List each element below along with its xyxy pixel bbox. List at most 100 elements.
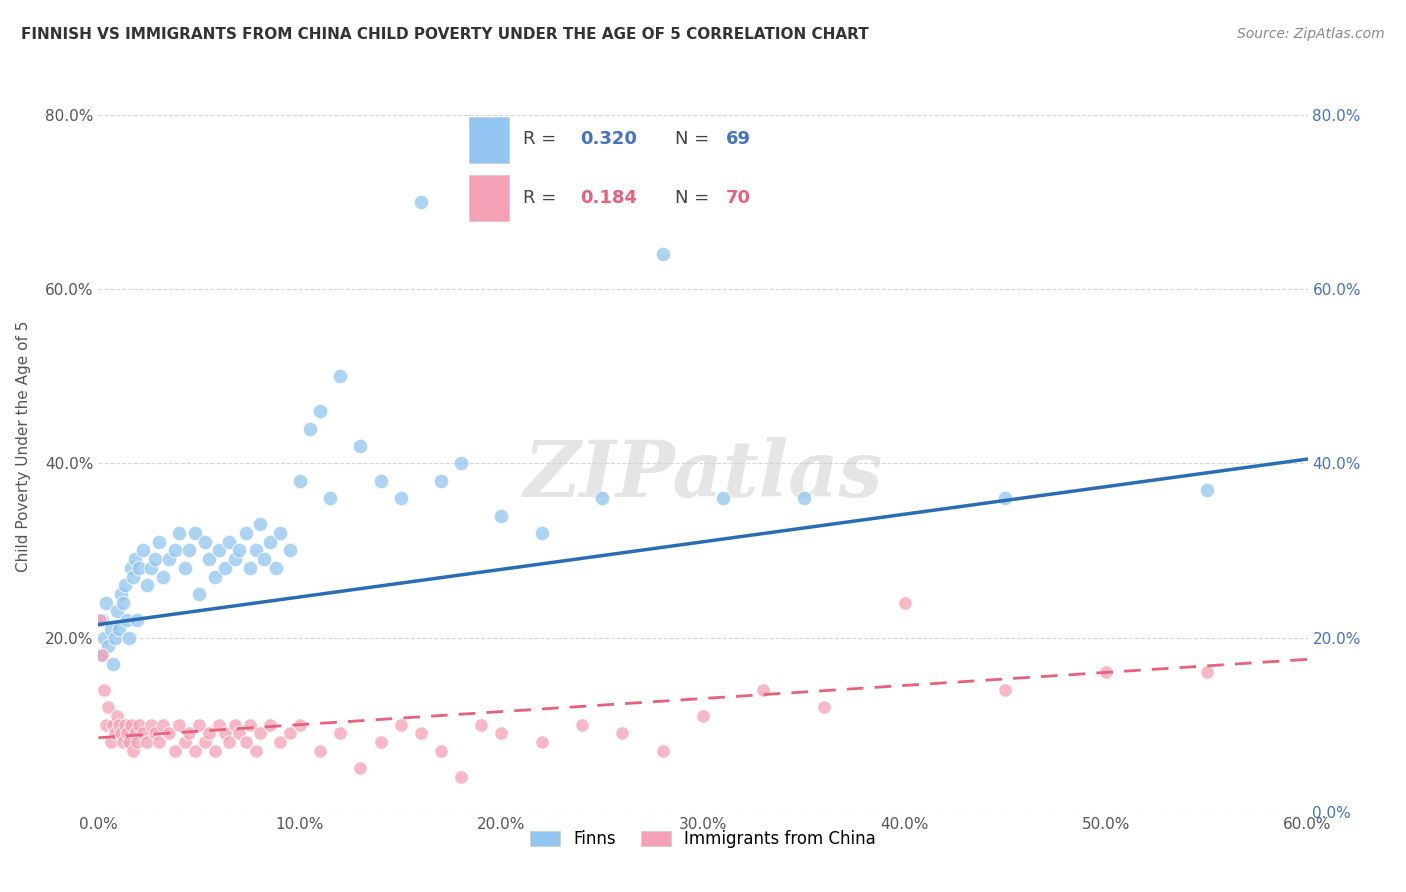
Point bbox=[125, 613, 148, 627]
Point bbox=[228, 543, 250, 558]
Point bbox=[491, 726, 513, 740]
Point bbox=[470, 717, 492, 731]
Point bbox=[148, 534, 170, 549]
Point bbox=[245, 543, 267, 558]
Point bbox=[235, 526, 257, 541]
Point bbox=[409, 726, 432, 740]
Point bbox=[89, 648, 111, 662]
Point bbox=[167, 717, 190, 731]
Point bbox=[152, 717, 174, 731]
Point bbox=[91, 648, 114, 662]
Point bbox=[93, 631, 115, 645]
Point bbox=[893, 596, 915, 610]
Point bbox=[101, 657, 124, 671]
Point bbox=[389, 717, 412, 731]
Point bbox=[163, 543, 186, 558]
Point bbox=[249, 726, 271, 740]
Point bbox=[139, 717, 162, 731]
Point bbox=[235, 735, 257, 749]
Text: Source: ZipAtlas.com: Source: ZipAtlas.com bbox=[1237, 27, 1385, 41]
Point bbox=[430, 744, 453, 758]
Point bbox=[97, 700, 120, 714]
Point bbox=[204, 569, 226, 583]
Point bbox=[100, 622, 122, 636]
Point bbox=[143, 552, 166, 566]
Point bbox=[228, 726, 250, 740]
Point bbox=[96, 596, 118, 610]
Point bbox=[651, 744, 673, 758]
Point bbox=[121, 569, 143, 583]
Point bbox=[224, 717, 246, 731]
Point bbox=[163, 744, 186, 758]
Point bbox=[157, 726, 180, 740]
Point bbox=[253, 552, 276, 566]
Point bbox=[288, 474, 311, 488]
Point bbox=[214, 726, 236, 740]
Point bbox=[214, 561, 236, 575]
Point bbox=[103, 631, 125, 645]
Point bbox=[105, 709, 128, 723]
Point bbox=[114, 717, 136, 731]
Point bbox=[1195, 483, 1218, 497]
Point bbox=[114, 578, 136, 592]
Point bbox=[1095, 665, 1118, 680]
Point bbox=[239, 717, 262, 731]
Point bbox=[97, 640, 120, 654]
Point bbox=[184, 744, 207, 758]
Point bbox=[994, 682, 1017, 697]
Point bbox=[259, 717, 281, 731]
Point bbox=[491, 508, 513, 523]
Point bbox=[259, 534, 281, 549]
Point bbox=[120, 717, 142, 731]
Point bbox=[198, 726, 221, 740]
Point bbox=[329, 726, 352, 740]
Point bbox=[103, 726, 125, 740]
Point bbox=[105, 604, 128, 618]
Point bbox=[269, 735, 291, 749]
Point bbox=[239, 561, 262, 575]
Point bbox=[288, 717, 311, 731]
Point bbox=[110, 587, 132, 601]
Point bbox=[188, 587, 211, 601]
Point bbox=[120, 561, 142, 575]
Point bbox=[139, 561, 162, 575]
Point bbox=[135, 578, 157, 592]
Point bbox=[174, 561, 197, 575]
Point bbox=[389, 491, 412, 506]
Point bbox=[125, 735, 148, 749]
Point bbox=[107, 717, 129, 731]
Point bbox=[152, 569, 174, 583]
Point bbox=[793, 491, 815, 506]
Legend: Finns, Immigrants from China: Finns, Immigrants from China bbox=[523, 823, 883, 855]
Point bbox=[118, 735, 141, 749]
Point bbox=[132, 726, 155, 740]
Point bbox=[93, 682, 115, 697]
Point bbox=[101, 717, 124, 731]
Point bbox=[107, 622, 129, 636]
Point bbox=[269, 526, 291, 541]
Point bbox=[124, 552, 146, 566]
Point bbox=[157, 552, 180, 566]
Point bbox=[1195, 665, 1218, 680]
Point bbox=[264, 561, 287, 575]
Point bbox=[89, 613, 111, 627]
Point bbox=[329, 369, 352, 384]
Text: FINNISH VS IMMIGRANTS FROM CHINA CHILD POVERTY UNDER THE AGE OF 5 CORRELATION CH: FINNISH VS IMMIGRANTS FROM CHINA CHILD P… bbox=[21, 27, 869, 42]
Point bbox=[530, 735, 553, 749]
Point bbox=[994, 491, 1017, 506]
Point bbox=[530, 526, 553, 541]
Point bbox=[299, 421, 322, 435]
Point bbox=[309, 404, 332, 418]
Point bbox=[121, 744, 143, 758]
Point bbox=[370, 474, 392, 488]
Point bbox=[208, 717, 231, 731]
Point bbox=[450, 457, 472, 471]
Point bbox=[319, 491, 342, 506]
Point bbox=[184, 526, 207, 541]
Point bbox=[692, 709, 714, 723]
Text: ZIPatlas: ZIPatlas bbox=[523, 437, 883, 514]
Point bbox=[245, 744, 267, 758]
Point bbox=[591, 491, 613, 506]
Y-axis label: Child Poverty Under the Age of 5: Child Poverty Under the Age of 5 bbox=[17, 320, 31, 572]
Point bbox=[128, 717, 150, 731]
